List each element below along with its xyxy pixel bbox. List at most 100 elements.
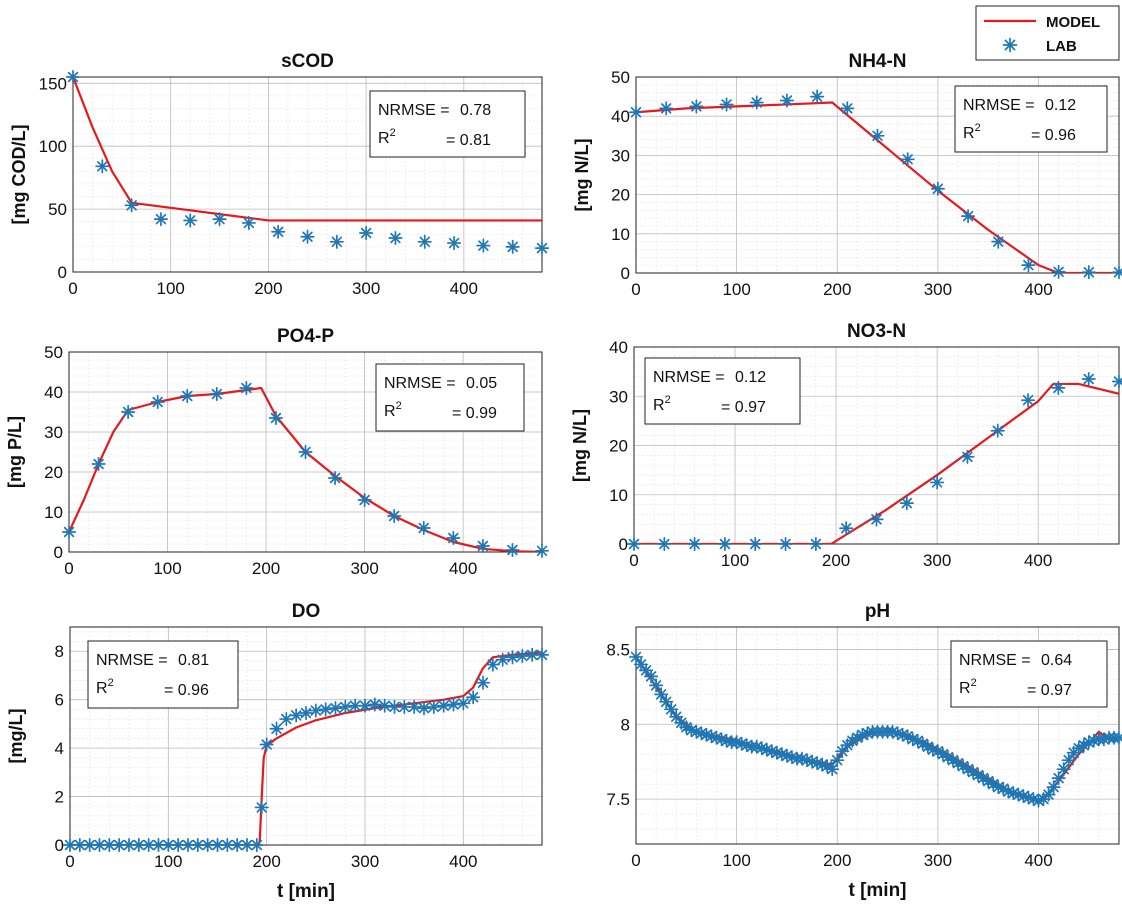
lab-point [657,536,672,552]
y-tick-label: 150 [39,74,67,93]
x-tick-labels: 0 100 200 300 400 [631,851,1052,870]
x-tick-label: 100 [722,851,750,870]
lab-point [1021,258,1036,273]
lab-point [717,536,732,552]
x-tick-label: 300 [924,280,952,299]
lab-point [328,701,343,716]
r2-label: R2 [653,394,671,414]
lab-point [899,496,914,511]
r2-label: R2 [378,127,396,147]
lab-point [241,215,256,230]
r2-superscript: 2 [975,122,981,134]
x-tick-label: 400 [1024,851,1052,870]
lab-point [920,739,935,754]
y-tick-label: 0 [619,535,628,554]
x-tick-label: 300 [352,279,380,298]
lab-point [869,512,884,527]
lab-point [1051,380,1066,395]
y-tick-label: 10 [609,486,628,505]
x-tick-labels: 0 100 200 300 400 [629,551,1052,570]
lab-point [930,475,945,490]
stats-box: NRMSE = 0.12 R2 = 0.97 [644,357,801,425]
chart-ph: pH t [min] 0 100 200 300 400 7.5 8 8.5 NRMSE = … [606,601,1122,901]
lab-point [298,444,313,460]
lab-point [91,456,106,472]
lab-point [719,97,734,112]
x-tick-label: 100 [157,279,185,298]
model-line [636,101,1119,273]
axes-frame [633,346,1120,545]
lab-point [387,508,402,524]
y-tick-label: 50 [611,68,630,87]
lab-point [329,234,344,249]
lab-point [990,423,1005,438]
nrmse-label: NRMSE = [963,97,1035,114]
lab-point [1081,371,1096,387]
lab-point [300,229,315,244]
lab-point [357,698,373,713]
y-tick-labels: 0 10 20 30 40 50 [44,343,63,562]
lab-point [960,449,975,464]
lab-point [121,404,136,420]
lab-point [183,213,198,228]
legend-lab-marker [1002,37,1018,53]
chart-scod: sCOD [mg COD/L] 0 100 200 300 400 0 50 100 150 N… [9,51,550,298]
x-tick-label: 0 [629,551,638,570]
lab-point [259,737,274,752]
lab-point [534,241,550,256]
lab-markers [65,69,550,256]
lab-point [687,536,702,552]
lab-point [475,538,490,554]
lab-point [1051,264,1066,279]
r2-base: R [384,403,396,420]
lab-point [910,733,925,748]
lab-point [95,159,110,174]
lab-point [209,386,224,402]
y-tick-label: 20 [44,463,63,482]
x-tick-label: 100 [154,852,182,871]
y-tick-label: 7.5 [606,790,630,809]
stats-frame [369,90,526,158]
r2-base: R [96,680,108,697]
x-tick-labels: 0 100 200 300 400 [64,559,477,578]
r2-superscript: 2 [396,400,402,412]
y-tick-label: 20 [609,437,628,456]
x-tick-label: 0 [631,280,640,299]
y-tick-label: 0 [58,263,67,282]
y-tick-label: 40 [611,107,630,126]
lab-markers [626,371,1122,552]
lab-point [151,837,166,853]
x-tick-label: 400 [450,279,478,298]
x-axis-label: t [min] [277,881,335,902]
x-tick-label: 200 [252,559,280,578]
lab-point [475,675,491,690]
x-tick-label: 0 [64,559,73,578]
lab-point [1021,393,1036,408]
lab-point [271,224,286,239]
nrmse-label: NRMSE = [378,102,450,119]
lab-point [249,837,264,853]
lab-point [628,649,644,664]
chart-po4-p: PO4-P [mg P/L] 0 100 200 300 40001020304050 … [5,326,550,578]
lab-point [689,99,704,114]
stats-box: NRMSE = 0.81 R2 = 0.96 [87,640,239,709]
lab-point [870,128,885,143]
y-tick-labels: 0 10 20 30 40 [609,338,628,554]
lab-point [153,212,168,227]
lab-point [930,181,945,196]
lab-point [298,705,314,721]
x-tick-label: 0 [68,279,77,298]
x-tick-label: 400 [1024,280,1052,299]
lab-point [200,837,215,853]
lab-point [388,230,403,246]
x-tick-label: 0 [631,851,640,870]
nrmse-value: 0.64 [1041,652,1072,669]
y-tick-label: 0 [55,836,64,855]
y-tick-labels: 0 10 20 30 40 50 [611,68,630,283]
r2-value: = 0.97 [1027,682,1072,699]
lab-point [628,105,644,120]
stats-box: NRMSE = 0.12 R2 = 0.96 [954,85,1108,153]
lab-point [515,649,530,664]
legend-lab-label: LAB [1046,38,1077,55]
y-tick-label: 50 [48,200,67,219]
